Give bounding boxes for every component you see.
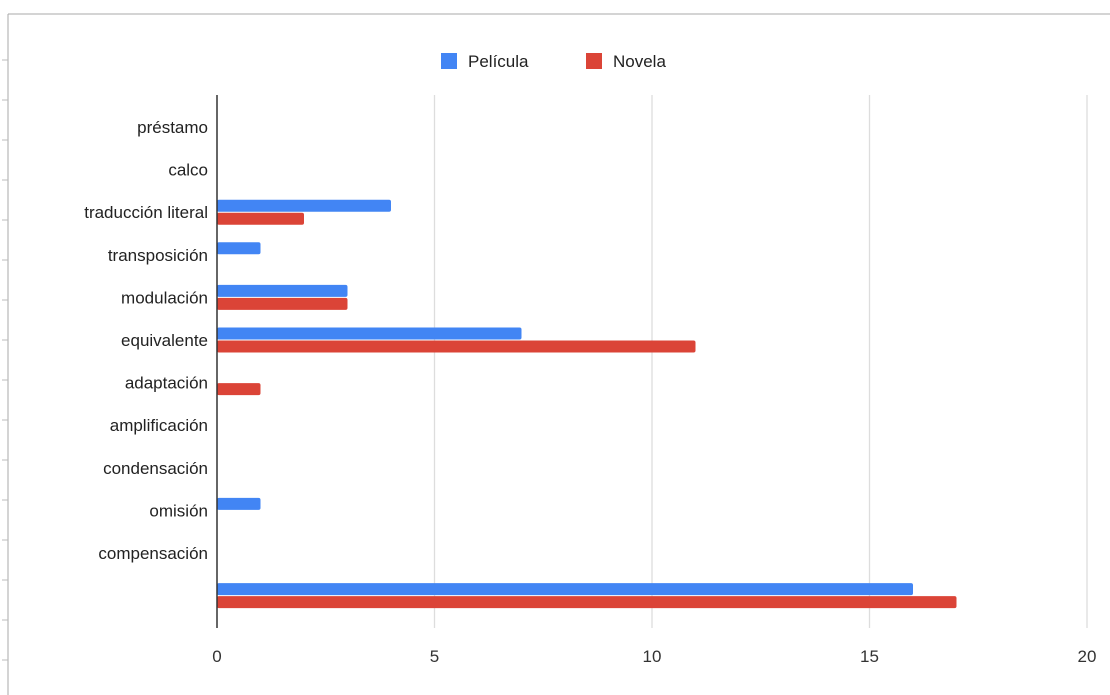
x-tick-labels: 0 5 10 15 20 xyxy=(212,647,1096,666)
legend-label: Novela xyxy=(613,52,666,71)
category-label: calco xyxy=(168,161,208,180)
bar-pelicula[interactable] xyxy=(217,583,913,596)
bar-pelicula[interactable] xyxy=(217,497,261,510)
bar-novela[interactable] xyxy=(217,340,696,353)
legend-swatch xyxy=(441,53,457,69)
chart-frame-lines xyxy=(2,13,1110,695)
x-tick-label: 15 xyxy=(860,647,879,666)
bar-pelicula[interactable] xyxy=(217,327,522,340)
legend-item-novela[interactable]: Novela xyxy=(586,52,666,71)
category-labels: préstamo calco traducción literal transposi… xyxy=(84,118,208,563)
bar-pelicula[interactable] xyxy=(217,284,348,297)
x-tick-label: 5 xyxy=(430,647,439,666)
category-label: adaptación xyxy=(125,374,208,393)
category-label: traducción literal xyxy=(84,203,208,222)
gridlines xyxy=(433,95,1088,628)
bar-novela[interactable] xyxy=(217,383,261,396)
legend-swatch xyxy=(586,53,602,69)
category-label: omisión xyxy=(149,501,208,520)
category-label: compensación xyxy=(98,544,208,563)
bar-novela[interactable] xyxy=(217,297,348,310)
bars xyxy=(217,199,957,609)
category-label: préstamo xyxy=(137,118,208,137)
bar-pelicula[interactable] xyxy=(217,199,391,212)
category-label: modulación xyxy=(121,288,208,307)
bar-pelicula[interactable] xyxy=(217,242,261,255)
bar-novela[interactable] xyxy=(217,212,304,225)
category-label: equivalente xyxy=(121,331,208,350)
legend[interactable]: Película Novela xyxy=(441,52,666,71)
x-tick-label: 20 xyxy=(1078,647,1097,666)
category-label: condensación xyxy=(103,459,208,478)
legend-item-pelicula[interactable]: Película xyxy=(441,52,529,71)
category-label: transposición xyxy=(108,246,208,265)
legend-label: Película xyxy=(468,52,529,71)
x-tick-label: 0 xyxy=(212,647,221,666)
category-label: amplificación xyxy=(110,416,208,435)
x-tick-label: 10 xyxy=(643,647,662,666)
bar-novela[interactable] xyxy=(217,596,957,609)
